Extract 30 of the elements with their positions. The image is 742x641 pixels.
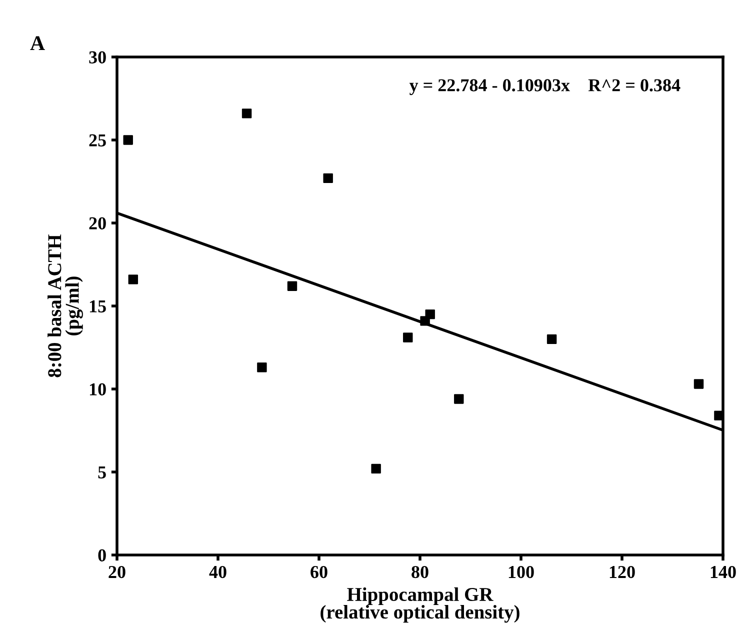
x-tick-label: 140: [710, 566, 736, 578]
y-axis-title: 8:00 basal ACTH (pg/ml): [48, 234, 83, 378]
y-tick-label: 0: [98, 549, 106, 562]
x-tick-label: 120: [610, 566, 635, 578]
y-tick-label: 30: [89, 51, 106, 64]
y-tick-label: 5: [98, 466, 106, 478]
y-tick-label: 15: [90, 300, 106, 312]
point: [454, 394, 464, 404]
point: [694, 379, 704, 389]
y-tick-label: 25: [89, 134, 106, 146]
x-tick-label: 20: [108, 566, 126, 578]
point: [420, 316, 430, 326]
y-tick-label: 10: [90, 383, 106, 396]
point: [257, 362, 267, 372]
point: [123, 135, 133, 145]
text: A: [30, 36, 45, 50]
point: [546, 334, 557, 344]
y-tick-label: 20: [89, 217, 106, 230]
annotation: y = 22.784 - 0.10903x R^2 = 0.384: [409, 79, 680, 96]
point: [403, 332, 413, 342]
x-tick-label: 40: [209, 566, 226, 578]
point: [242, 108, 252, 118]
point: [287, 281, 298, 291]
x-axis-title: Hippocampal GR (relative optical density): [320, 587, 520, 623]
x-tick-label: 100: [508, 566, 534, 578]
point: [371, 464, 381, 474]
x-tick-label: 60: [310, 566, 328, 578]
x-tick-label: 80: [412, 566, 428, 578]
point: [128, 274, 138, 284]
point: [323, 173, 333, 184]
